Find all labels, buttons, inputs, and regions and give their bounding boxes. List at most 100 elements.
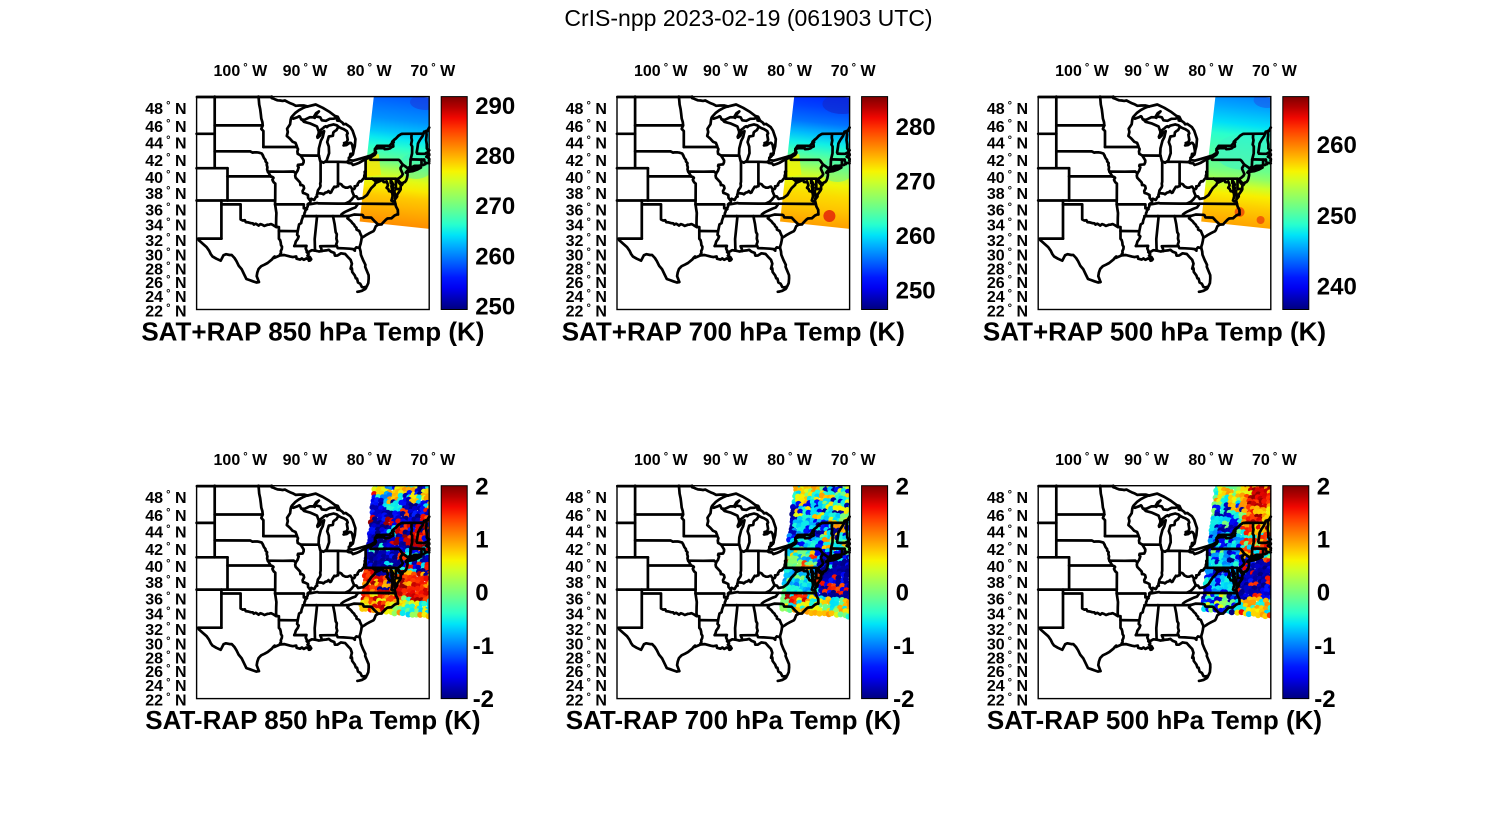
- svg-text:26 ° N: 26 ° N: [566, 274, 607, 292]
- svg-text:30 ° N: 30 ° N: [987, 636, 1028, 654]
- svg-text:70 ° W: 70 ° W: [1252, 451, 1298, 469]
- svg-text:44 ° N: 44 ° N: [145, 524, 186, 542]
- svg-text:22 ° N: 22 ° N: [566, 303, 607, 321]
- svg-text:250: 250: [1317, 203, 1357, 230]
- svg-text:36 ° N: 36 ° N: [145, 202, 186, 220]
- svg-text:32 ° N: 32 ° N: [145, 232, 186, 250]
- svg-text:280: 280: [475, 143, 515, 170]
- svg-text:38 ° N: 38 ° N: [987, 185, 1028, 203]
- svg-text:36 ° N: 36 ° N: [566, 202, 607, 220]
- svg-text:80 ° W: 80 ° W: [1188, 62, 1234, 80]
- svg-text:22 ° N: 22 ° N: [987, 692, 1028, 710]
- svg-text:70 ° W: 70 ° W: [410, 62, 456, 80]
- svg-text:270: 270: [475, 193, 515, 220]
- svg-text:SAT+RAP 500 hPa Temp (K): SAT+RAP 500 hPa Temp (K): [983, 317, 1326, 347]
- svg-text:42 ° N: 42 ° N: [566, 541, 607, 559]
- svg-text:250: 250: [896, 278, 936, 305]
- svg-text:100 ° W: 100 ° W: [1055, 451, 1110, 469]
- svg-text:40 ° N: 40 ° N: [566, 169, 607, 187]
- svg-text:48 ° N: 48 ° N: [987, 489, 1028, 507]
- svg-text:SAT-RAP 500 hPa Temp (K): SAT-RAP 500 hPa Temp (K): [987, 705, 1322, 735]
- svg-text:80 ° W: 80 ° W: [347, 62, 393, 80]
- svg-text:70 ° W: 70 ° W: [831, 451, 877, 469]
- svg-text:34 ° N: 34 ° N: [145, 217, 186, 235]
- svg-text:40 ° N: 40 ° N: [145, 558, 186, 576]
- svg-text:48 ° N: 48 ° N: [566, 100, 607, 118]
- svg-text:80 ° W: 80 ° W: [347, 451, 393, 469]
- svg-text:-2: -2: [473, 686, 494, 713]
- svg-text:28 ° N: 28 ° N: [987, 650, 1028, 668]
- svg-text:28 ° N: 28 ° N: [566, 261, 607, 279]
- svg-text:48 ° N: 48 ° N: [145, 100, 186, 118]
- svg-text:36 ° N: 36 ° N: [566, 591, 607, 609]
- svg-text:32 ° N: 32 ° N: [145, 621, 186, 639]
- svg-text:2: 2: [1317, 473, 1330, 500]
- svg-text:34 ° N: 34 ° N: [987, 606, 1028, 624]
- svg-text:46 ° N: 46 ° N: [145, 507, 186, 525]
- svg-text:36 ° N: 36 ° N: [145, 591, 186, 609]
- svg-text:24 ° N: 24 ° N: [566, 288, 607, 306]
- svg-text:26 ° N: 26 ° N: [566, 663, 607, 681]
- svg-text:28 ° N: 28 ° N: [566, 650, 607, 668]
- svg-text:1: 1: [896, 527, 909, 554]
- svg-text:44 ° N: 44 ° N: [566, 135, 607, 153]
- svg-text:70 ° W: 70 ° W: [410, 451, 456, 469]
- svg-text:34 ° N: 34 ° N: [566, 606, 607, 624]
- svg-text:90 ° W: 90 ° W: [283, 62, 329, 80]
- svg-text:70 ° W: 70 ° W: [831, 62, 877, 80]
- svg-text:-1: -1: [1314, 633, 1335, 660]
- svg-text:290: 290: [475, 93, 515, 120]
- svg-text:36 ° N: 36 ° N: [987, 202, 1028, 220]
- svg-text:2: 2: [896, 473, 909, 500]
- svg-text:34 ° N: 34 ° N: [145, 606, 186, 624]
- svg-text:40 ° N: 40 ° N: [987, 169, 1028, 187]
- svg-text:90 ° W: 90 ° W: [703, 62, 749, 80]
- svg-text:44 ° N: 44 ° N: [987, 135, 1028, 153]
- svg-text:100 ° W: 100 ° W: [634, 62, 689, 80]
- svg-text:280: 280: [896, 114, 936, 141]
- svg-text:100 ° W: 100 ° W: [214, 62, 269, 80]
- svg-text:38 ° N: 38 ° N: [566, 185, 607, 203]
- svg-text:42 ° N: 42 ° N: [566, 152, 607, 170]
- svg-text:44 ° N: 44 ° N: [566, 524, 607, 542]
- svg-text:40 ° N: 40 ° N: [987, 558, 1028, 576]
- svg-text:38 ° N: 38 ° N: [987, 574, 1028, 592]
- svg-text:26 ° N: 26 ° N: [987, 663, 1028, 681]
- svg-text:24 ° N: 24 ° N: [145, 288, 186, 306]
- svg-text:80 ° W: 80 ° W: [767, 62, 813, 80]
- svg-text:40 ° N: 40 ° N: [145, 169, 186, 187]
- svg-text:90 ° W: 90 ° W: [1124, 451, 1170, 469]
- svg-text:250: 250: [475, 293, 515, 320]
- svg-text:80 ° W: 80 ° W: [1188, 451, 1234, 469]
- svg-text:46 ° N: 46 ° N: [145, 118, 186, 136]
- svg-text:34 ° N: 34 ° N: [987, 217, 1028, 235]
- svg-text:100 ° W: 100 ° W: [634, 451, 689, 469]
- svg-text:30 ° N: 30 ° N: [145, 636, 186, 654]
- svg-text:1: 1: [475, 527, 488, 554]
- svg-text:70 ° W: 70 ° W: [1252, 62, 1298, 80]
- svg-text:-1: -1: [473, 633, 494, 660]
- svg-text:30 ° N: 30 ° N: [566, 247, 607, 265]
- svg-text:90 ° W: 90 ° W: [283, 451, 329, 469]
- svg-text:48 ° N: 48 ° N: [145, 489, 186, 507]
- svg-text:38 ° N: 38 ° N: [145, 574, 186, 592]
- svg-text:24 ° N: 24 ° N: [987, 677, 1028, 695]
- svg-text:2: 2: [475, 473, 488, 500]
- svg-text:SAT+RAP 700 hPa Temp (K): SAT+RAP 700 hPa Temp (K): [562, 317, 905, 347]
- svg-text:26 ° N: 26 ° N: [987, 274, 1028, 292]
- svg-text:260: 260: [1317, 132, 1357, 159]
- svg-text:24 ° N: 24 ° N: [145, 677, 186, 695]
- svg-text:SAT+RAP 850 hPa Temp (K): SAT+RAP 850 hPa Temp (K): [141, 317, 484, 347]
- svg-text:0: 0: [475, 580, 488, 607]
- svg-text:38 ° N: 38 ° N: [566, 574, 607, 592]
- svg-text:34 ° N: 34 ° N: [566, 217, 607, 235]
- svg-text:-2: -2: [893, 686, 914, 713]
- svg-text:260: 260: [896, 223, 936, 250]
- svg-text:42 ° N: 42 ° N: [145, 152, 186, 170]
- svg-text:24 ° N: 24 ° N: [987, 288, 1028, 306]
- svg-text:1: 1: [1317, 527, 1330, 554]
- svg-text:-2: -2: [1314, 686, 1335, 713]
- svg-text:0: 0: [896, 580, 909, 607]
- svg-text:30 ° N: 30 ° N: [566, 636, 607, 654]
- svg-text:80 ° W: 80 ° W: [767, 451, 813, 469]
